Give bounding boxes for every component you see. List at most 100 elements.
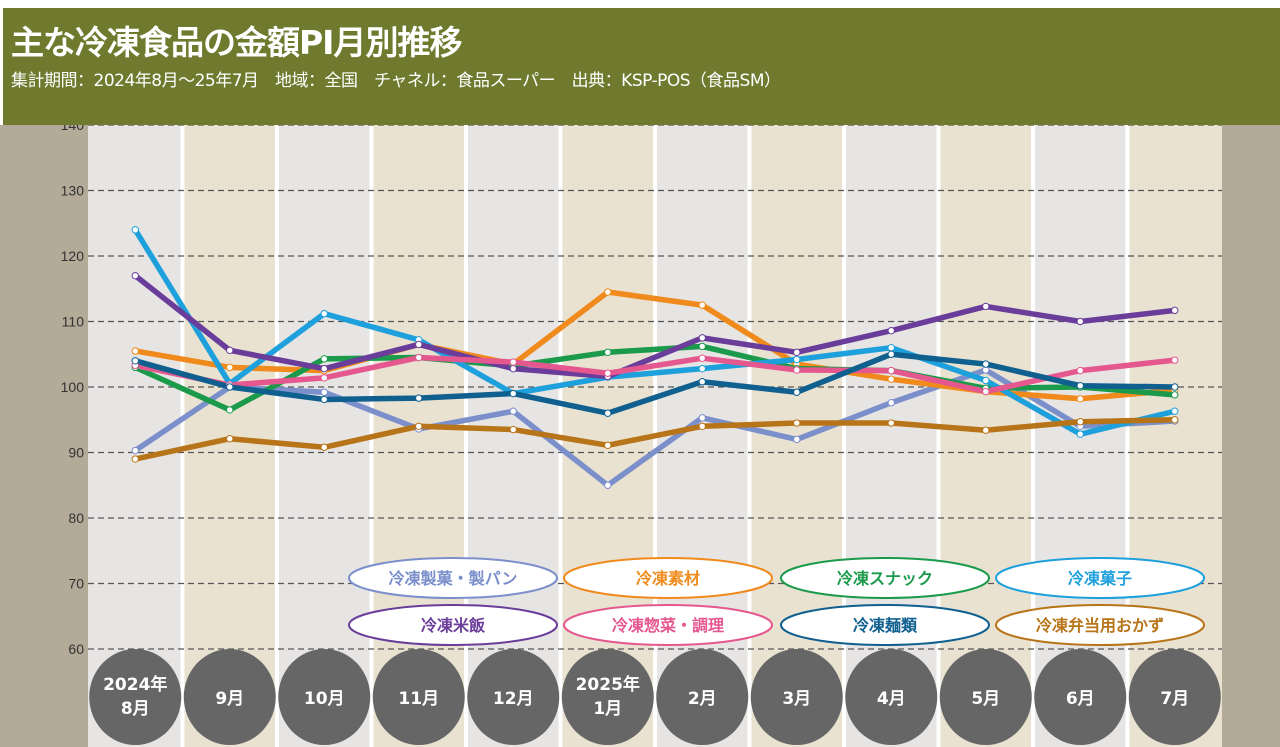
legend-item	[995, 557, 1205, 599]
data-point	[793, 348, 801, 356]
y-tick-label: 70	[68, 576, 84, 592]
data-point	[1076, 418, 1084, 426]
y-tick-label: 80	[68, 510, 84, 526]
data-point	[698, 414, 706, 422]
legend-label: 冷凍米飯	[421, 616, 485, 635]
data-point	[982, 376, 990, 385]
month-badge	[372, 649, 465, 745]
data-point	[1076, 430, 1084, 438]
data-point	[131, 446, 139, 455]
legend-label: 冷凍製菓・製パン	[389, 569, 518, 588]
data-point	[793, 435, 801, 444]
month-badge	[1034, 649, 1127, 745]
data-point	[1171, 356, 1179, 364]
data-point	[226, 406, 234, 414]
y-tick-label: 100	[61, 379, 85, 395]
legend-item	[348, 557, 558, 599]
data-point	[226, 363, 234, 372]
x-tick-label: 4月	[877, 689, 906, 709]
data-point	[887, 344, 895, 352]
data-point	[415, 422, 423, 430]
x-tick-label: 3月	[782, 689, 811, 709]
x-tick-label: 12月	[493, 689, 534, 709]
y-tick-label: 110	[62, 314, 85, 330]
data-point	[604, 441, 612, 449]
legend-item	[995, 604, 1205, 646]
data-point	[1076, 366, 1084, 375]
data-point	[1171, 391, 1179, 399]
series-line	[132, 354, 1178, 395]
legend-label: 冷凍惣菜・調理	[612, 616, 724, 635]
data-point	[226, 383, 234, 391]
data-point	[604, 369, 612, 377]
month-badge	[467, 649, 560, 745]
data-point	[887, 350, 895, 358]
month-column	[277, 125, 372, 747]
x-tick-label: 2025年	[576, 674, 640, 695]
x-tick-label: 11月	[398, 689, 439, 709]
data-point	[982, 387, 990, 396]
legend-label: 冷凍弁当用おかず	[1036, 616, 1164, 635]
data-point	[415, 353, 423, 362]
data-point	[604, 348, 612, 356]
data-point	[320, 388, 328, 396]
month-badge	[1128, 649, 1221, 745]
legend-label: 冷凍麺類	[853, 616, 918, 635]
x-tick-label: 9月	[215, 689, 244, 709]
legend-label: 冷凍素材	[636, 569, 700, 588]
data-point	[793, 388, 801, 396]
legend-item	[563, 604, 773, 646]
data-point	[320, 395, 328, 404]
data-point	[1171, 383, 1179, 391]
data-point	[793, 419, 801, 427]
data-point	[1076, 381, 1084, 390]
x-tick-label: 7月	[1160, 689, 1189, 709]
data-point	[698, 354, 706, 362]
data-point	[509, 425, 517, 434]
legend-item	[348, 604, 558, 646]
data-point	[982, 302, 990, 311]
data-point	[604, 481, 612, 489]
data-point	[226, 346, 234, 355]
chart-header: 主な冷凍食品の金額PI月別推移 集計期間：2024年8月～25年7月 地域：全国…	[3, 8, 1280, 125]
line-chart: 60 70 80 90 100 110 120 130 140 冷凍製菓・製パン 冷凍素材 冷凍スナッ…	[0, 125, 1280, 747]
series-line	[132, 367, 1178, 488]
month-badge	[750, 649, 843, 745]
y-tick-label: 90	[68, 445, 84, 461]
data-point	[698, 334, 706, 342]
x-tick-label: 2024年	[103, 674, 167, 695]
month-column	[938, 125, 1033, 747]
x-tick-label: 5月	[971, 689, 1000, 709]
data-point	[698, 364, 706, 373]
data-point	[1171, 407, 1179, 415]
data-point	[509, 407, 517, 415]
data-point	[320, 355, 328, 363]
month-badge	[89, 649, 182, 745]
data-point	[698, 422, 706, 430]
legend-item	[780, 557, 990, 599]
data-point	[698, 378, 706, 386]
x-tick-label: 1月	[593, 699, 622, 719]
data-point	[698, 342, 706, 351]
data-point	[509, 358, 517, 366]
data-point	[509, 364, 517, 373]
data-point	[887, 375, 895, 383]
left-axis-panel	[0, 125, 88, 747]
legend-label: 冷凍菓子	[1068, 569, 1132, 588]
data-point	[131, 271, 139, 280]
y-tick-label: 130	[61, 183, 85, 199]
data-point	[887, 419, 895, 427]
data-point	[793, 355, 801, 364]
data-point	[793, 366, 801, 374]
data-point	[1076, 395, 1084, 403]
data-point	[131, 455, 139, 463]
data-point	[887, 326, 895, 335]
data-point	[131, 226, 139, 234]
series-line	[132, 272, 1178, 380]
x-tick-label: 8月	[121, 699, 150, 719]
month-badge	[656, 649, 749, 745]
data-point	[1171, 416, 1179, 424]
data-point	[131, 357, 139, 365]
y-tick-label: 120	[61, 248, 85, 264]
data-point	[415, 394, 423, 402]
